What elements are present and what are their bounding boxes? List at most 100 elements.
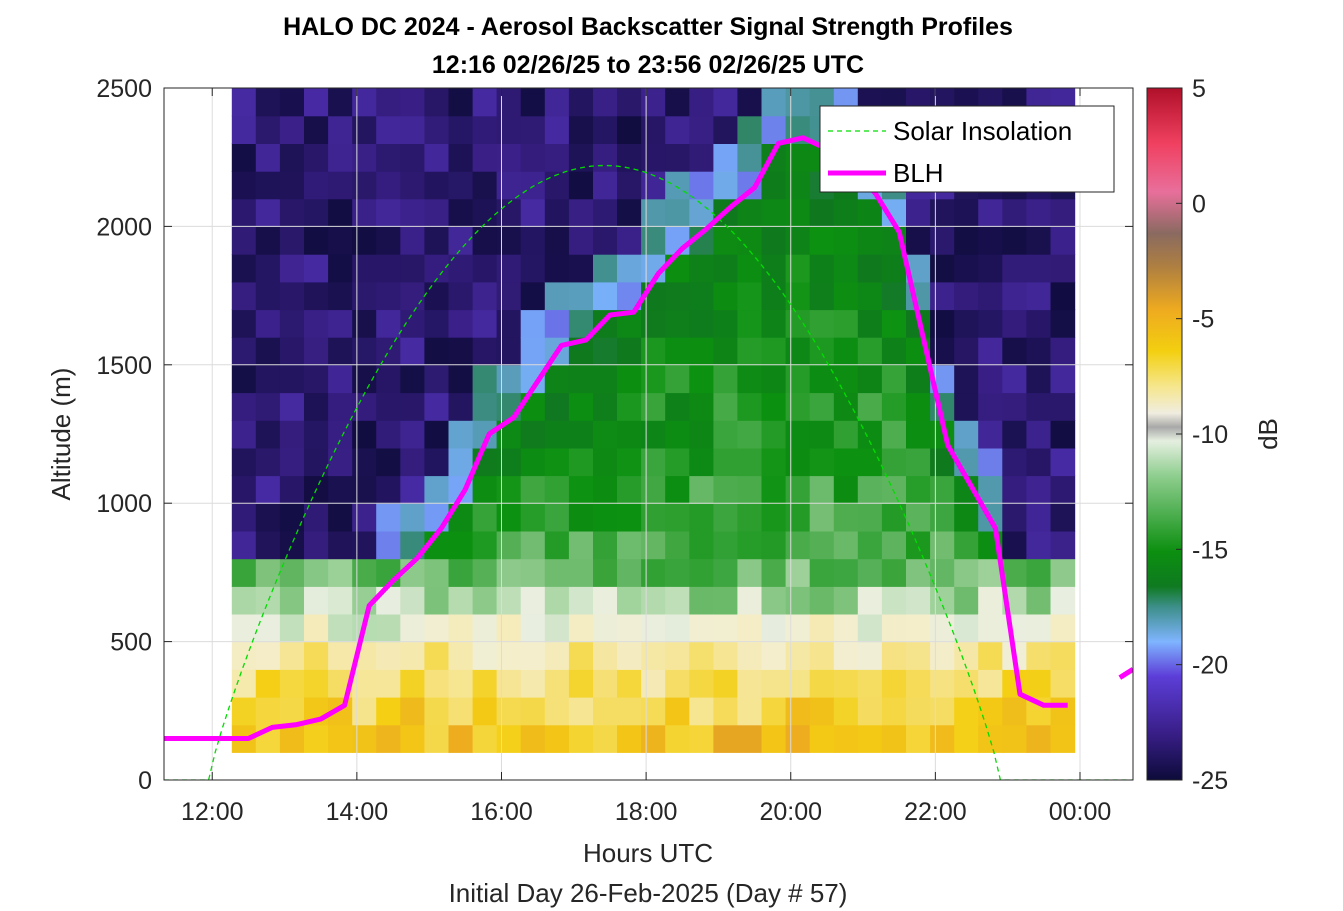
heatmap-cell — [400, 392, 425, 421]
heatmap-cell — [641, 586, 666, 615]
heatmap-cell — [1026, 226, 1052, 255]
heatmap-cell — [689, 669, 714, 698]
heatmap-cell — [713, 475, 739, 504]
heatmap-cell — [857, 724, 883, 753]
heatmap-cell — [833, 337, 859, 366]
heatmap-cell — [520, 143, 546, 172]
heatmap-cell — [231, 503, 257, 532]
heatmap-cell — [641, 364, 666, 394]
heatmap-cell — [617, 392, 642, 421]
heatmap-cell — [520, 503, 546, 532]
heatmap-cell — [930, 669, 955, 698]
heatmap-cell — [472, 558, 498, 587]
heatmap-cell — [448, 115, 474, 144]
heatmap-cell — [665, 447, 690, 477]
heatmap-cell — [785, 641, 811, 670]
heatmap-cell — [520, 530, 546, 560]
heatmap-cell — [400, 641, 425, 670]
heatmap-cell — [833, 669, 859, 698]
heatmap-cell — [737, 503, 763, 532]
heatmap-cell — [785, 254, 811, 283]
heatmap-cell — [1050, 309, 1076, 338]
heatmap-cell — [279, 586, 305, 615]
heatmap-cell — [930, 697, 955, 726]
heatmap-cell — [304, 613, 329, 643]
heatmap-cell — [713, 586, 739, 615]
heatmap-cell — [376, 669, 401, 698]
chart-subtitle: 12:16 02/26/25 to 23:56 02/26/25 UTC — [432, 51, 864, 79]
heatmap-cell — [713, 115, 739, 144]
heatmap-cell — [809, 281, 835, 311]
heatmap-cell — [906, 226, 931, 255]
heatmap-cell — [1050, 420, 1076, 449]
heatmap-cell — [713, 697, 739, 726]
heatmap-cell — [713, 226, 739, 255]
heatmap-cell — [665, 309, 690, 338]
heatmap-cell — [737, 669, 763, 698]
y-tick-label: 500 — [110, 629, 152, 657]
heatmap-cell — [328, 337, 353, 366]
heatmap-cell — [472, 586, 498, 615]
heatmap-cell — [472, 115, 498, 144]
heatmap-cell — [665, 558, 690, 587]
heatmap-cell — [328, 198, 353, 227]
heatmap-cell — [881, 530, 907, 560]
heatmap-cell — [857, 558, 883, 587]
heatmap-cell — [1026, 392, 1052, 421]
heatmap-cell — [544, 613, 570, 643]
heatmap-cell — [496, 641, 522, 670]
heatmap-cell — [544, 254, 570, 283]
heatmap-cell — [496, 724, 522, 753]
heatmap-cell — [617, 503, 642, 532]
heatmap-cell — [304, 115, 329, 144]
heatmap-cell — [544, 724, 570, 753]
heatmap-cell — [231, 143, 257, 172]
heatmap-cell — [496, 613, 522, 643]
heatmap-cell — [641, 143, 666, 172]
x-tick-label: 22:00 — [904, 798, 967, 826]
heatmap-cell — [304, 558, 329, 587]
heatmap-cell — [520, 115, 546, 144]
heatmap-cell — [785, 530, 811, 560]
heatmap-cell — [568, 115, 594, 144]
heatmap-cell — [472, 613, 498, 643]
heatmap-cell — [737, 392, 763, 421]
heatmap-cell — [448, 669, 474, 698]
heatmap-cell — [737, 309, 763, 338]
heatmap-cell — [930, 337, 955, 366]
heatmap-cell — [785, 503, 811, 532]
heatmap-cell — [376, 198, 401, 227]
heatmap-cell — [496, 503, 522, 532]
heatmap-cell — [448, 309, 474, 338]
heatmap-cell — [400, 115, 425, 144]
heatmap-cell — [881, 281, 907, 311]
heatmap-cell — [400, 503, 425, 532]
heatmap-cell — [641, 198, 666, 227]
heatmap-cell — [568, 669, 594, 698]
heatmap-cell — [352, 669, 377, 698]
heatmap-cell — [665, 420, 690, 449]
heatmap-cell — [978, 226, 1003, 255]
heatmap-cell — [376, 143, 401, 172]
heatmap-cell — [304, 724, 329, 753]
heatmap-cell — [544, 143, 570, 172]
heatmap-cell — [689, 392, 714, 421]
heatmap-cell — [496, 558, 522, 587]
heatmap-cell — [544, 503, 570, 532]
heatmap-cell — [881, 641, 907, 670]
heatmap-cell — [1026, 198, 1052, 227]
heatmap-cell — [978, 447, 1003, 477]
heatmap-cell — [376, 392, 401, 421]
heatmap-cell — [448, 558, 474, 587]
heatmap-cell — [376, 254, 401, 283]
heatmap-cell — [231, 309, 257, 338]
heatmap-cell — [641, 475, 666, 504]
heatmap-cell — [617, 143, 642, 172]
heatmap-cell — [978, 475, 1003, 504]
heatmap-cell — [833, 254, 859, 283]
heatmap-cell — [906, 586, 931, 615]
heatmap-cell — [255, 669, 281, 698]
heatmap-cell — [1002, 254, 1027, 283]
x-tick-label: 18:00 — [615, 798, 678, 826]
heatmap-cell — [304, 309, 329, 338]
